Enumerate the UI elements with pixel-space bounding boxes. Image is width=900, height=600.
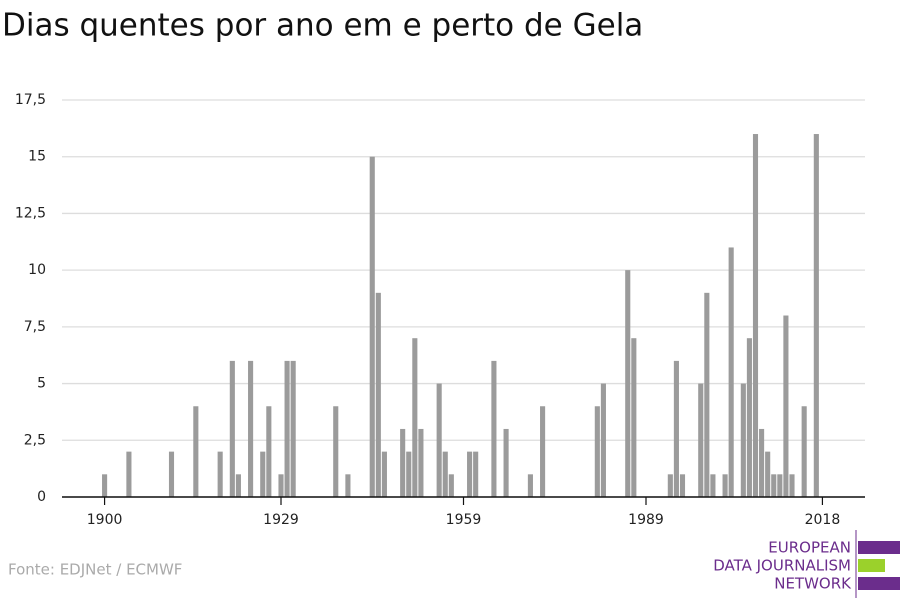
bar bbox=[813, 134, 819, 497]
bar bbox=[594, 406, 600, 497]
bar bbox=[193, 406, 199, 497]
bar bbox=[759, 428, 765, 497]
bar bbox=[704, 292, 710, 497]
y-tick-label: 17,5 bbox=[15, 92, 46, 108]
bar bbox=[290, 360, 296, 497]
x-tick-label: 1929 bbox=[263, 512, 299, 528]
bar bbox=[278, 474, 284, 497]
y-tick-label: 0 bbox=[37, 489, 46, 505]
bar bbox=[229, 360, 235, 497]
logo-text: NETWORK bbox=[774, 575, 852, 593]
bar bbox=[540, 406, 546, 497]
bar bbox=[679, 474, 686, 497]
bar bbox=[752, 134, 759, 497]
bar bbox=[728, 247, 734, 497]
x-tick-label: 1900 bbox=[87, 512, 123, 528]
source: Fonte: EDJNet / ECMWF bbox=[8, 561, 182, 579]
bar bbox=[710, 474, 716, 497]
bar bbox=[740, 383, 746, 497]
bar bbox=[765, 451, 771, 497]
y-tick-label: 7,5 bbox=[24, 319, 46, 335]
logo-text: DATA JOURNALISM bbox=[713, 557, 851, 575]
bar bbox=[345, 474, 351, 497]
bar bbox=[102, 474, 108, 497]
x-tick-label: 2018 bbox=[805, 512, 841, 528]
logo-bar bbox=[858, 559, 885, 572]
bar bbox=[698, 383, 704, 497]
bar bbox=[418, 428, 424, 497]
y-tick-label: 15 bbox=[28, 149, 46, 165]
bar bbox=[168, 451, 175, 497]
bar bbox=[600, 383, 606, 497]
bar bbox=[217, 451, 223, 497]
bar bbox=[777, 474, 783, 497]
bar bbox=[491, 360, 497, 497]
bar bbox=[631, 338, 637, 497]
bar bbox=[375, 292, 381, 497]
bar bbox=[667, 474, 673, 497]
bar bbox=[789, 474, 795, 497]
logo-bar bbox=[858, 577, 900, 590]
bar bbox=[266, 406, 272, 497]
bar bbox=[369, 156, 375, 497]
bar bbox=[400, 428, 406, 497]
bar bbox=[467, 451, 473, 497]
bar bbox=[448, 474, 454, 497]
bar bbox=[801, 406, 807, 497]
bar bbox=[746, 338, 752, 497]
bar bbox=[527, 474, 533, 497]
bar bbox=[284, 360, 290, 497]
bar bbox=[248, 360, 254, 497]
y-tick-label: 5 bbox=[37, 376, 46, 392]
x-tick-label: 1989 bbox=[628, 512, 664, 528]
bar bbox=[126, 451, 132, 497]
logo-bar bbox=[858, 541, 900, 554]
x-tick-label: 1959 bbox=[446, 512, 482, 528]
bar bbox=[412, 338, 418, 497]
bar bbox=[503, 428, 509, 497]
bar bbox=[436, 383, 442, 497]
bar bbox=[473, 451, 479, 497]
bar bbox=[406, 451, 412, 497]
y-tick-label: 12,5 bbox=[15, 205, 46, 221]
y-tick-label: 10 bbox=[28, 262, 46, 278]
bar bbox=[673, 360, 679, 497]
bar bbox=[625, 270, 631, 497]
bar bbox=[381, 451, 387, 497]
chart-title: Dias quentes por ano em e perto de Gela bbox=[2, 8, 643, 44]
bar bbox=[771, 474, 777, 497]
bar bbox=[235, 474, 241, 497]
bar bbox=[783, 315, 789, 497]
y-tick-label: 2,5 bbox=[24, 432, 46, 448]
logo-text: EUROPEAN bbox=[768, 539, 851, 557]
bar bbox=[722, 474, 728, 497]
bar bbox=[260, 451, 266, 497]
bar bbox=[333, 406, 339, 497]
bar bbox=[442, 451, 448, 497]
